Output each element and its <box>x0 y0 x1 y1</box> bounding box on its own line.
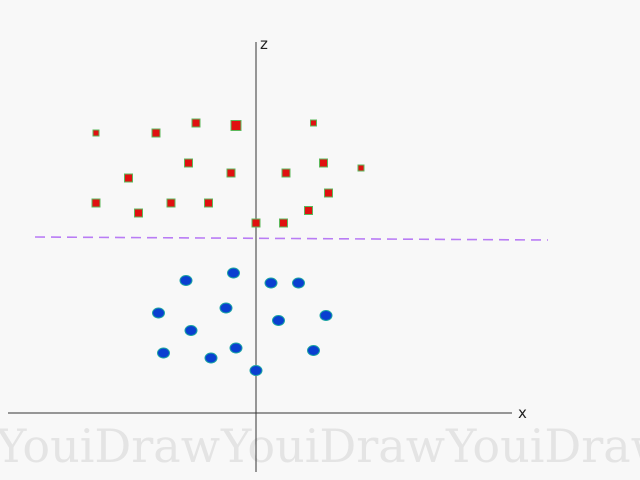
square-point-10 <box>319 158 328 168</box>
square-point-11 <box>357 164 365 172</box>
square-point-3 <box>191 118 201 128</box>
circle-point-12 <box>229 342 243 354</box>
square-point-9 <box>281 168 291 178</box>
circle-point-13 <box>307 345 320 356</box>
circle-point-3 <box>264 277 278 289</box>
square-point-18 <box>279 218 288 228</box>
square-point-12 <box>324 188 333 198</box>
x-axis-label: x <box>518 404 527 422</box>
square-point-19 <box>304 206 313 215</box>
circle-point-7 <box>272 315 285 326</box>
divider-line <box>34 236 549 241</box>
square-point-8 <box>226 168 236 178</box>
points-layer <box>91 118 365 376</box>
square-point-7 <box>124 173 133 183</box>
circle-point-9 <box>184 325 198 336</box>
circle-point-2 <box>227 267 240 279</box>
square-point-17 <box>251 218 261 228</box>
square-point-14 <box>134 208 143 218</box>
square-point-16 <box>204 198 213 208</box>
square-point-1 <box>92 129 100 137</box>
circle-point-11 <box>204 352 218 364</box>
square-point-13 <box>91 198 101 208</box>
watermark-text: YouiDraw <box>220 419 445 473</box>
circle-point-10 <box>157 347 170 359</box>
circle-point-8 <box>319 310 333 321</box>
square-point-6 <box>184 158 193 168</box>
watermark-layer: YouiDrawYouiDrawYouiDraw <box>0 419 640 473</box>
circle-point-1 <box>179 275 193 286</box>
circle-point-14 <box>249 365 263 376</box>
circle-point-4 <box>292 277 305 289</box>
watermark-text: YouiDraw <box>0 419 220 473</box>
circle-point-6 <box>219 302 233 314</box>
square-point-5 <box>310 119 317 127</box>
watermark-text: YouiDraw <box>445 419 640 473</box>
square-point-4 <box>230 120 242 131</box>
square-point-2 <box>151 128 161 138</box>
circle-point-5 <box>152 307 165 319</box>
z-axis-label: z <box>260 35 268 53</box>
square-point-15 <box>166 198 176 208</box>
